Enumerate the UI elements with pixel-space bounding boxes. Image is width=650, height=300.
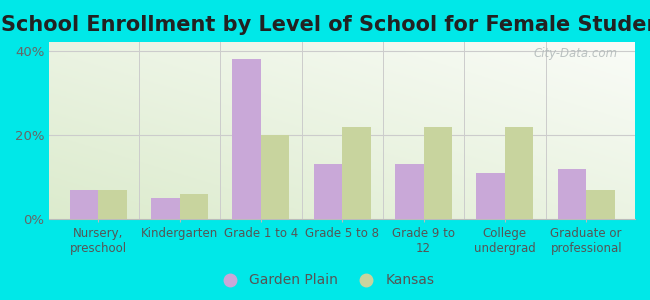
- Bar: [70, 190, 98, 219]
- Bar: [505, 127, 534, 219]
- Bar: [261, 135, 289, 219]
- Bar: [179, 194, 208, 219]
- Text: City-Data.com: City-Data.com: [533, 47, 618, 60]
- Bar: [424, 127, 452, 219]
- Bar: [395, 164, 424, 219]
- Bar: [558, 169, 586, 219]
- Bar: [232, 59, 261, 219]
- Title: School Enrollment by Level of School for Female Students: School Enrollment by Level of School for…: [1, 15, 650, 35]
- Legend: Garden Plain, Kansas: Garden Plain, Kansas: [210, 268, 440, 293]
- Bar: [98, 190, 127, 219]
- Bar: [314, 164, 342, 219]
- Bar: [151, 198, 179, 219]
- Bar: [342, 127, 370, 219]
- Bar: [586, 190, 615, 219]
- Bar: [476, 173, 505, 219]
